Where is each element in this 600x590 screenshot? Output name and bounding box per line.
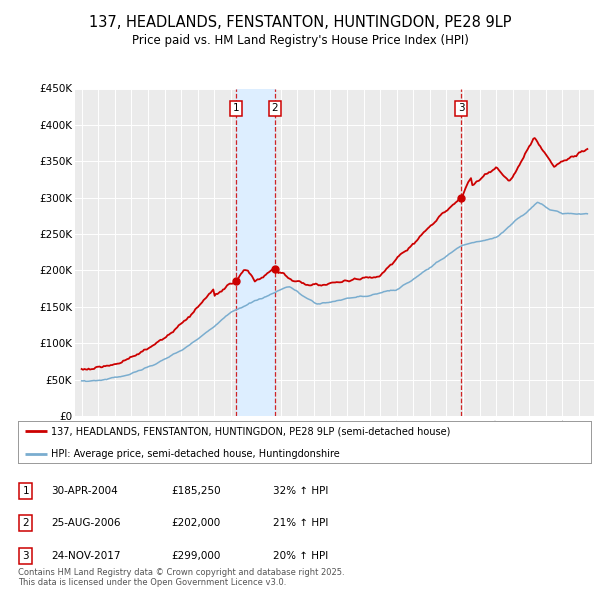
Text: 20% ↑ HPI: 20% ↑ HPI [273, 551, 328, 560]
Text: 2: 2 [22, 519, 29, 528]
Bar [236, 88, 275, 416]
Text: 1: 1 [233, 103, 239, 113]
Text: 25-AUG-2006: 25-AUG-2006 [51, 519, 121, 528]
Text: 32% ↑ HPI: 32% ↑ HPI [273, 486, 328, 496]
Text: 21% ↑ HPI: 21% ↑ HPI [273, 519, 328, 528]
Text: 137, HEADLANDS, FENSTANTON, HUNTINGDON, PE28 9LP: 137, HEADLANDS, FENSTANTON, HUNTINGDON, … [89, 15, 511, 30]
Text: 2: 2 [271, 103, 278, 113]
Text: Contains HM Land Registry data © Crown copyright and database right 2025.
This d: Contains HM Land Registry data © Crown c… [18, 568, 344, 587]
Text: Price paid vs. HM Land Registry's House Price Index (HPI): Price paid vs. HM Land Registry's House … [131, 34, 469, 47]
Text: HPI: Average price, semi-detached house, Huntingdonshire: HPI: Average price, semi-detached house,… [51, 449, 340, 459]
Text: 3: 3 [458, 103, 464, 113]
Text: £185,250: £185,250 [171, 486, 221, 496]
Text: 30-APR-2004: 30-APR-2004 [51, 486, 118, 496]
Text: £299,000: £299,000 [171, 551, 220, 560]
Text: 1: 1 [22, 486, 29, 496]
Text: 137, HEADLANDS, FENSTANTON, HUNTINGDON, PE28 9LP (semi-detached house): 137, HEADLANDS, FENSTANTON, HUNTINGDON, … [51, 427, 451, 436]
Text: £202,000: £202,000 [171, 519, 220, 528]
Text: 3: 3 [22, 551, 29, 560]
Text: 24-NOV-2017: 24-NOV-2017 [51, 551, 121, 560]
